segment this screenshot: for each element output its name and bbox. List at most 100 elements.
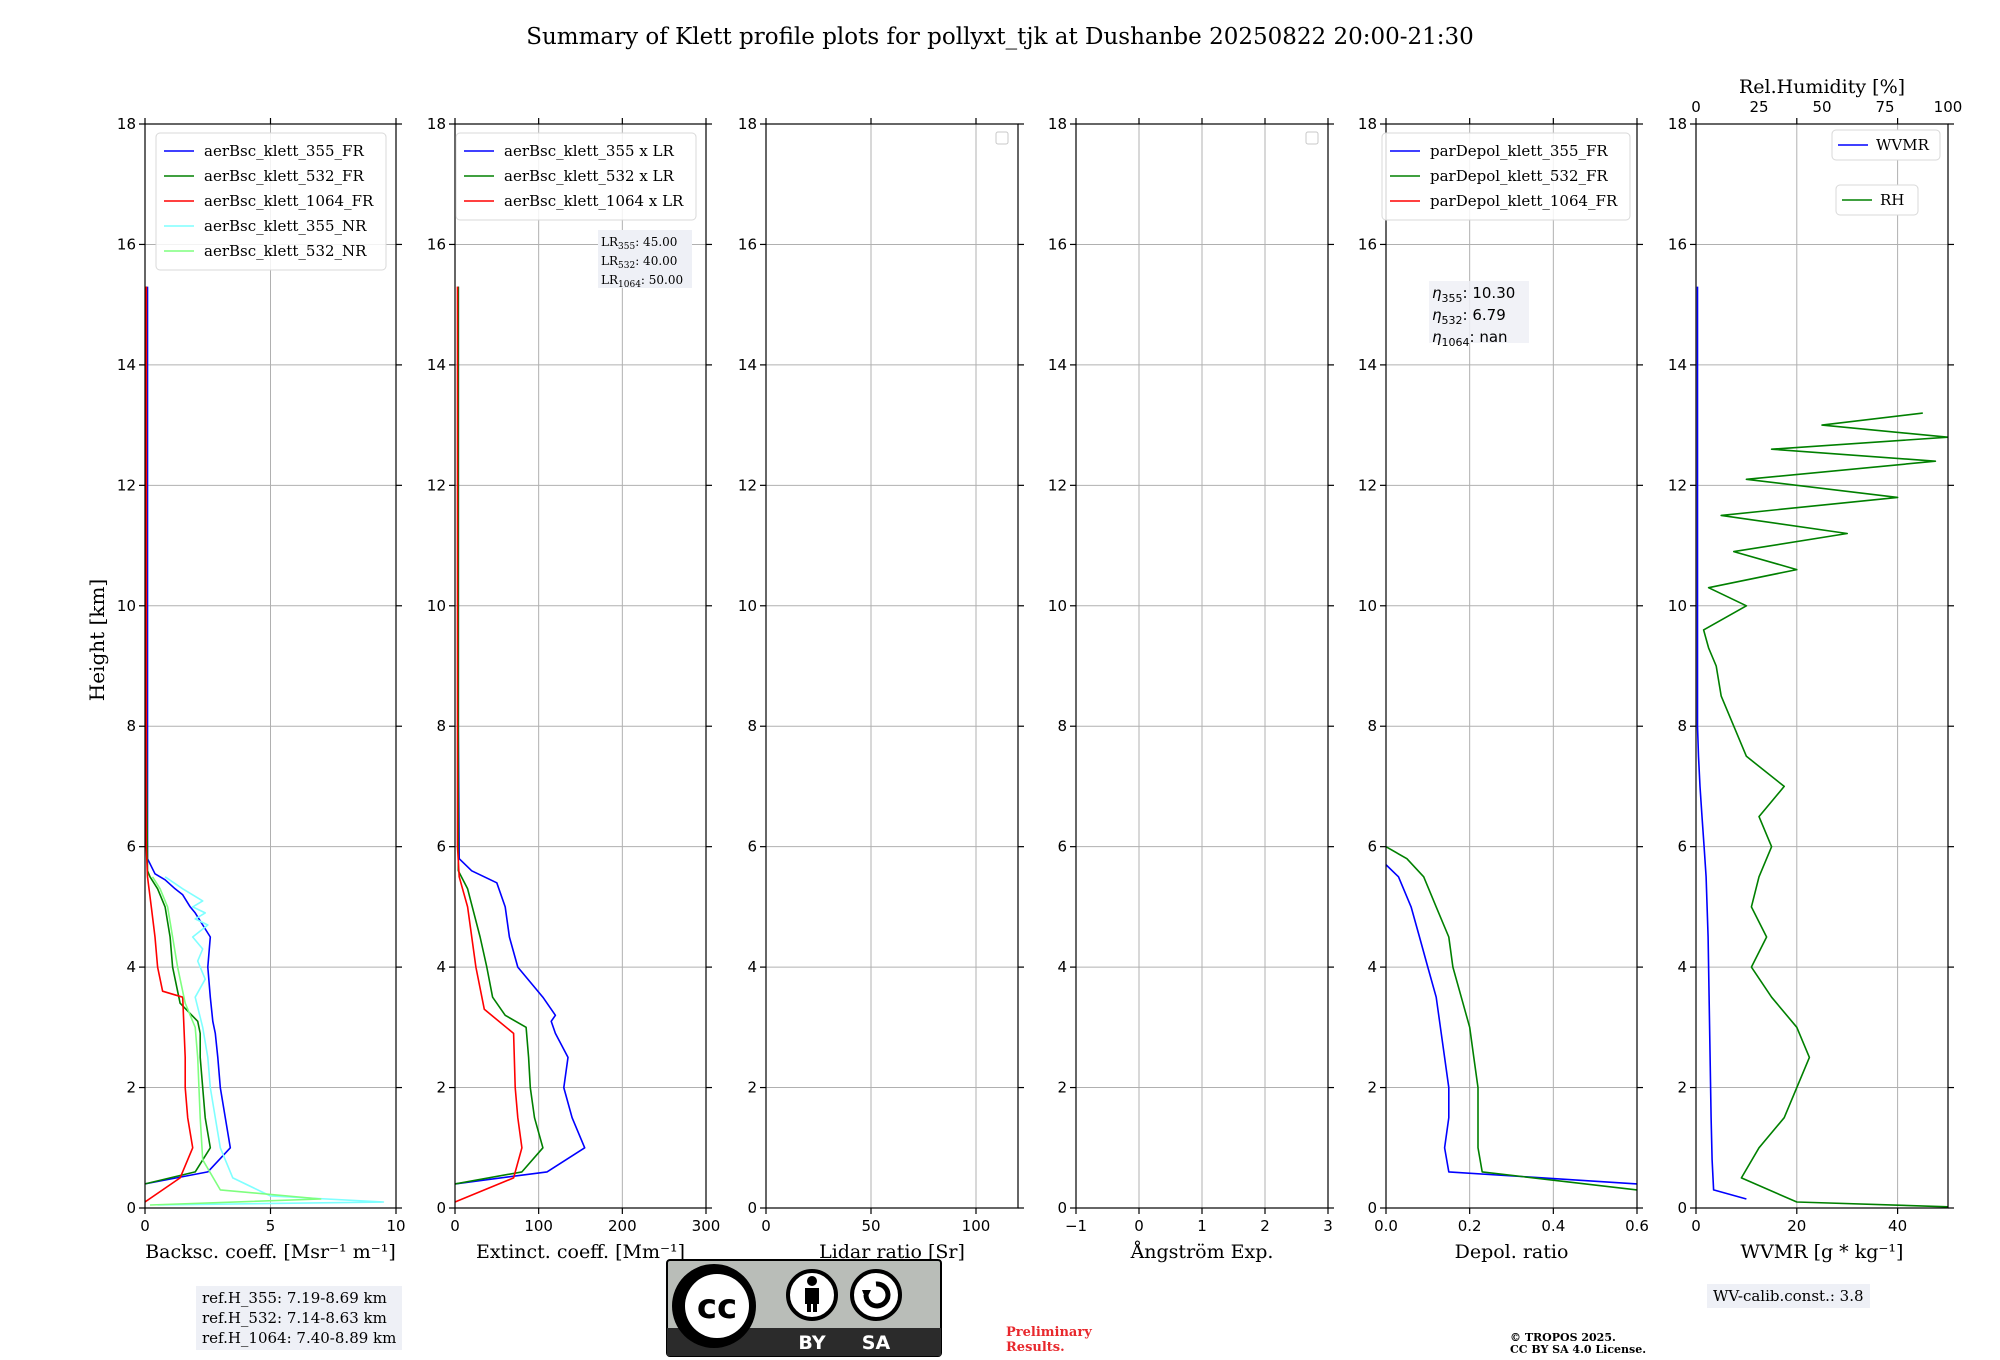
legend-box [455,132,697,221]
y-tick-label: 16 [427,235,446,253]
y-tick-label: 6 [747,838,757,856]
x-axis-label: Lidar ratio [Sr] [819,1241,965,1263]
x-axis-label: Backsc. coeff. [Msr⁻¹ m⁻¹] [145,1241,396,1263]
x-tick-label: 40 [1888,1217,1907,1235]
lidar-ratio-532: LR532: 40.00 [601,254,677,271]
panel-5: 0.0 0.2 0.4 0.6 0 2 4 6 8 10 12 14 16 18 Depol. ratio p… [1358,115,1649,1263]
wv-calibration-text: WV-calib.const.: 3.8 [1713,1287,1864,1305]
axes-frame [454,123,707,1209]
x2-axis-label: Rel.Humidity [%] [1739,76,1905,98]
axes-frame [1695,123,1949,1209]
ref-height-1064: ref.H_1064: 7.40-8.89 km [202,1329,397,1347]
y-tick-label: 4 [126,958,136,976]
series-line-aerBsc_klett_532_FR [145,286,212,1185]
eta-1064: η1064: nan [1432,328,1508,349]
legend-label: aerBsc_klett_532 x LR [504,167,675,185]
x-tick-label: 200 [608,1217,637,1235]
axes-frame [765,123,1019,1209]
series-group [1696,286,1948,1208]
y-tick-label: 8 [436,717,446,735]
legend-label: aerBsc_klett_1064_FR [204,192,374,210]
y-tick-label: 14 [1668,356,1687,374]
y-tick-label: 8 [747,717,757,735]
cc-license-badge: cc BY SA [666,1259,942,1357]
preliminary-results-note: Preliminary Results. [1006,1325,1092,1355]
y-tick-label: 12 [117,476,136,494]
x-tick-label: 0.0 [1374,1217,1398,1235]
y-tick-label: 8 [126,717,136,735]
y-tick-label: 12 [1358,476,1377,494]
axes-frame [1385,123,1638,1209]
y-tick-label: 16 [117,235,136,253]
empty-legend-box [995,131,1009,145]
x-axis-label: WVMR [g * kg⁻¹] [1741,1241,1904,1263]
wv-calibration-box: WV-calib.const.: 3.8 [1707,1284,1870,1308]
series-line-WVMR [1696,286,1747,1200]
y-tick-label: 6 [1677,838,1687,856]
figure-title: Summary of Klett profile plots for polly… [526,24,1474,50]
legend-label: parDepol_klett_532_FR [1430,167,1608,185]
x2-tick-label: 50 [1812,98,1831,116]
y-tick-label: 14 [1048,356,1067,374]
lidar-ratio-box [598,230,692,288]
y-tick-label: 4 [1057,958,1067,976]
y-tick-label: 16 [1668,235,1687,253]
series-line-aerBsc_klett_355_NR [157,876,385,1206]
y-tick-label: 12 [1048,476,1067,494]
y-tick-label: 2 [1057,1079,1067,1097]
series-line-aerBsc_klett_1064 x LR [455,286,523,1203]
legend-label: aerBsc_klett_355_NR [204,217,367,235]
x-tick-label: −1 [1065,1217,1087,1235]
cc-text: cc [697,1287,737,1327]
x-tick-label: 0 [761,1217,771,1235]
series-group [1386,846,1637,1191]
x2-tick-label: 0 [1691,98,1701,116]
y-tick-label: 18 [738,115,757,133]
legend-label: aerBsc_klett_355 x LR [504,142,675,160]
y-axis-label: Height [km] [85,579,109,701]
y-tick-label: 10 [1048,597,1067,615]
x-tick-label: 0 [1691,1217,1701,1235]
eta-355: η355: 10.30 [1432,284,1515,305]
x-tick-label: 20 [1787,1217,1806,1235]
x-tick-label: 100 [962,1217,991,1235]
y-tick-label: 4 [747,958,757,976]
y-tick-label: 10 [738,597,757,615]
x-tick-label: 0.4 [1541,1217,1565,1235]
y-tick-label: 14 [427,356,446,374]
x-tick-label: 3 [1323,1217,1333,1235]
y-tick-label: 16 [738,235,757,253]
legend-label: aerBsc_klett_355_FR [204,142,364,160]
legend-box [155,132,387,271]
x-axis-label: Extinct. coeff. [Mm⁻¹] [476,1241,685,1263]
panel-1: 0 5 10 0 2 4 6 8 10 12 14 16 18 Backsc. coeff. [Msr⁻¹… [117,115,406,1263]
x-tick-label: 300 [692,1217,721,1235]
y-tick-label: 12 [1668,476,1687,494]
panel-6: 0 20 40 0 2 4 6 8 10 12 14 16 18 WVMR [g * kg⁻¹] 0 25 50… [1668,76,1962,1263]
y-tick-label: 8 [1677,717,1687,735]
x-tick-label: 0 [450,1217,460,1235]
y-tick-label: 4 [1367,958,1377,976]
y-tick-label: 2 [1677,1079,1687,1097]
y-tick-label: 10 [1358,597,1377,615]
eta-532: η532: 6.79 [1432,306,1506,327]
ref-height-355: ref.H_355: 7.19-8.69 km [202,1289,387,1307]
y-tick-label: 16 [1048,235,1067,253]
lidar-ratio-1064: LR1064: 50.00 [601,273,683,290]
legend-box [1381,132,1631,221]
x-axis-label: Depol. ratio [1455,1241,1569,1263]
series-line-aerBsc_klett_355_FR [145,286,232,1185]
y-tick-label: 18 [1358,115,1377,133]
lidar-ratio-355: LR355: 45.00 [601,235,677,252]
series-line-aerBsc_klett_355 x LR [455,286,586,1185]
by-text: BY [798,1332,825,1354]
y-tick-label: 6 [126,838,136,856]
y-tick-label: 0 [1677,1199,1687,1217]
tropos-line-1: © TROPOS 2025. [1510,1331,1616,1344]
series-group [455,286,586,1203]
panel-2: 0 100 200 300 0 2 4 6 8 10 12 14 16 18 Extinct. coeff.… [427,115,720,1263]
legend-label: parDepol_klett_355_FR [1430,142,1608,160]
y-tick-label: 2 [747,1079,757,1097]
y-tick-label: 18 [117,115,136,133]
y-tick-label: 18 [1668,115,1687,133]
